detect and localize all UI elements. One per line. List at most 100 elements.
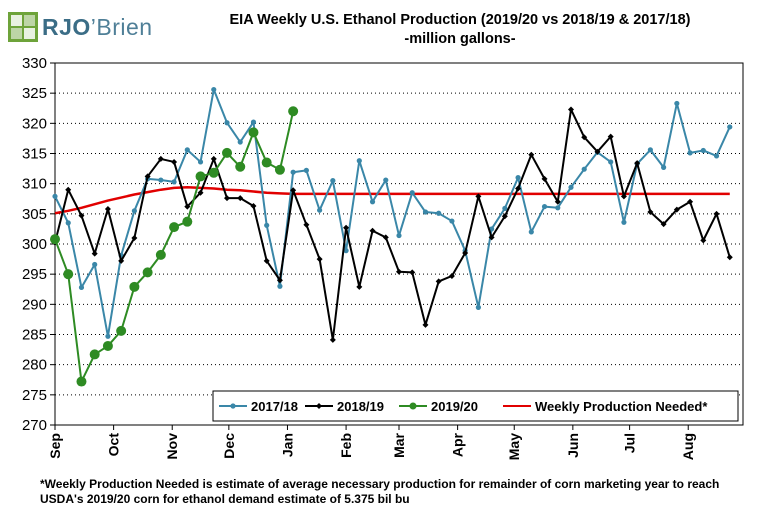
legend-box xyxy=(212,390,739,422)
legend-marker-2017-18 xyxy=(230,403,236,409)
point-2017-18-4 xyxy=(105,333,111,339)
point-2018-19-41 xyxy=(594,148,601,155)
point-2018-19-9 xyxy=(171,158,178,165)
point-2017-18-38 xyxy=(555,205,561,211)
point-2018-19-31 xyxy=(462,250,469,257)
point-2018-19-13 xyxy=(224,195,230,202)
point-2019-20-7 xyxy=(142,267,153,278)
y-tick-label-310: 310 xyxy=(22,176,47,193)
point-2017-18-3 xyxy=(92,261,98,268)
point-2018-19-29 xyxy=(435,278,442,285)
point-2018-19-44 xyxy=(634,160,641,167)
point-2019-20-4 xyxy=(102,340,113,351)
point-2018-19-42 xyxy=(607,133,614,140)
point-2018-19-8 xyxy=(157,155,164,162)
point-2019-20-10 xyxy=(182,216,193,227)
point-2017-18-36 xyxy=(528,229,534,235)
y-tick-label-290: 290 xyxy=(22,296,47,313)
point-2017-18-34 xyxy=(502,205,508,212)
point-2018-19-15 xyxy=(250,202,257,209)
y-tick-label-285: 285 xyxy=(22,327,47,344)
point-2019-20-16 xyxy=(261,157,272,168)
legend-label-weekly-production-needed: Weekly Production Needed* xyxy=(535,399,708,414)
point-2017-18-23 xyxy=(356,158,362,164)
point-2018-19-3 xyxy=(91,250,98,257)
point-2017-18-15 xyxy=(250,119,257,125)
point-2017-18-6 xyxy=(131,208,137,214)
point-2019-20-8 xyxy=(155,249,166,260)
point-2019-20-11 xyxy=(195,171,206,182)
y-tick-label-305: 305 xyxy=(22,206,47,223)
point-2017-18-11 xyxy=(197,159,204,165)
y-tick-label-325: 325 xyxy=(22,85,47,102)
y-tick-label-280: 280 xyxy=(22,357,47,374)
series-line-2018-19 xyxy=(54,108,731,341)
legend-label-2019-20: 2019/20 xyxy=(431,399,478,414)
point-2018-19-14 xyxy=(237,195,244,202)
point-2018-19-39 xyxy=(568,106,574,113)
point-2018-19-16 xyxy=(263,257,270,264)
point-2017-18-30 xyxy=(449,218,455,224)
x-tick-label-feb: Feb xyxy=(338,433,354,458)
point-2019-20-9 xyxy=(169,222,180,233)
point-2017-18-47 xyxy=(674,100,680,107)
point-2017-18-10 xyxy=(184,147,190,153)
point-2018-19-34 xyxy=(501,213,508,220)
point-2017-18-17 xyxy=(277,283,283,289)
point-2018-19-5 xyxy=(118,257,125,264)
point-2017-18-19 xyxy=(303,167,309,173)
point-2019-20-17 xyxy=(274,164,285,175)
point-2017-18-21 xyxy=(330,178,336,184)
point-2019-20-5 xyxy=(116,325,127,336)
x-tick-label-jan: Jan xyxy=(279,433,295,457)
point-2018-19-25 xyxy=(382,234,389,241)
x-tick-label-mar: Mar xyxy=(391,432,407,457)
point-2017-18-8 xyxy=(158,177,164,183)
point-2019-20-15 xyxy=(248,127,259,138)
point-2018-19-22 xyxy=(343,224,350,231)
point-2018-19-7 xyxy=(144,173,151,180)
point-2017-18-22 xyxy=(343,248,349,254)
point-2017-18-1 xyxy=(65,220,71,226)
point-2018-19-33 xyxy=(488,234,495,241)
point-2017-18-14 xyxy=(237,139,243,145)
y-tick-label-320: 320 xyxy=(22,115,47,132)
y-tick-label-300: 300 xyxy=(22,236,47,253)
point-2018-19-47 xyxy=(673,206,680,213)
point-2018-19-50 xyxy=(713,210,720,217)
x-tick-label-may: May xyxy=(506,433,522,460)
point-2017-18-28 xyxy=(422,209,429,215)
point-2017-18-48 xyxy=(687,150,693,156)
series-line-2017-18 xyxy=(54,88,731,338)
point-2017-18-32 xyxy=(475,304,481,310)
point-2018-19-18 xyxy=(290,187,297,194)
logo-wordmark: RJO’Brien xyxy=(42,14,153,40)
point-2018-19-1 xyxy=(65,186,72,193)
point-2018-19-48 xyxy=(687,198,694,205)
point-2018-19-21 xyxy=(329,336,336,343)
point-2017-18-29 xyxy=(436,210,442,216)
chart-subtitle: -million gallons- xyxy=(404,31,516,47)
legend-label-2018-19: 2018/19 xyxy=(337,399,384,414)
point-2017-18-42 xyxy=(608,159,614,165)
point-2019-20-12 xyxy=(208,167,219,178)
point-2017-18-49 xyxy=(700,147,706,154)
point-2019-20-14 xyxy=(235,161,246,172)
point-2018-19-20 xyxy=(316,256,323,263)
point-2017-18-2 xyxy=(78,284,85,291)
x-tick-label-nov: Nov xyxy=(164,433,180,460)
y-tick-label-270: 270 xyxy=(22,417,47,434)
point-2018-19-49 xyxy=(700,237,707,244)
point-2017-18-24 xyxy=(369,199,376,205)
point-2018-19-23 xyxy=(356,283,363,290)
point-2017-18-51 xyxy=(727,124,733,130)
point-2018-19-46 xyxy=(660,221,667,228)
point-2017-18-27 xyxy=(409,190,415,196)
point-2018-19-10 xyxy=(184,203,191,210)
point-2017-18-43 xyxy=(621,219,627,225)
point-2018-19-17 xyxy=(276,277,283,284)
point-2017-18-16 xyxy=(264,222,270,228)
point-2017-18-37 xyxy=(541,203,548,210)
x-tick-label-oct: Oct xyxy=(106,433,122,457)
